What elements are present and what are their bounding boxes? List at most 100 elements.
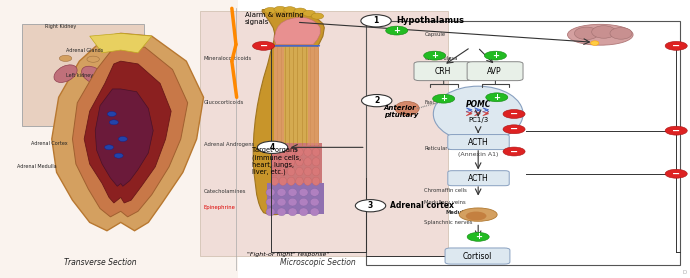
Text: Epinephrine: Epinephrine	[204, 205, 235, 210]
Ellipse shape	[287, 148, 295, 156]
Ellipse shape	[108, 111, 116, 116]
Ellipse shape	[81, 66, 105, 84]
Ellipse shape	[299, 188, 308, 196]
Polygon shape	[95, 89, 153, 186]
Text: CRH: CRH	[435, 67, 451, 76]
FancyBboxPatch shape	[22, 24, 144, 126]
Text: Fasciculata: Fasciculata	[424, 100, 453, 105]
FancyBboxPatch shape	[0, 0, 455, 278]
Text: −: −	[672, 169, 680, 179]
Text: Mineralocorticoids: Mineralocorticoids	[204, 56, 252, 61]
FancyBboxPatch shape	[267, 183, 324, 214]
Circle shape	[665, 126, 687, 135]
Text: 3: 3	[368, 201, 373, 210]
FancyBboxPatch shape	[238, 0, 690, 278]
Circle shape	[665, 41, 687, 50]
Circle shape	[253, 41, 275, 50]
Ellipse shape	[310, 208, 319, 216]
Text: Cortex: Cortex	[445, 116, 464, 121]
Ellipse shape	[114, 153, 123, 158]
Ellipse shape	[395, 101, 419, 115]
Text: Reticularis: Reticularis	[424, 146, 452, 151]
Circle shape	[424, 51, 446, 60]
Text: Adrenal Medulla: Adrenal Medulla	[17, 164, 57, 169]
Ellipse shape	[591, 41, 599, 45]
Circle shape	[433, 94, 455, 103]
Text: Anterior
pituitary: Anterior pituitary	[384, 105, 418, 118]
Text: POMC: POMC	[466, 100, 491, 109]
Ellipse shape	[296, 148, 304, 156]
Text: Cortisol: Cortisol	[463, 252, 492, 260]
Ellipse shape	[312, 177, 320, 185]
Ellipse shape	[270, 167, 279, 176]
Text: Target organs
(immune cells,
heart, lungs,
liver, etc.): Target organs (immune cells, heart, lung…	[252, 147, 301, 175]
Ellipse shape	[270, 177, 279, 185]
Ellipse shape	[288, 198, 297, 206]
Ellipse shape	[466, 212, 486, 220]
Text: +: +	[393, 26, 400, 35]
Ellipse shape	[296, 167, 304, 176]
Ellipse shape	[266, 188, 275, 196]
Text: Hypothalamus: Hypothalamus	[397, 16, 465, 25]
FancyBboxPatch shape	[200, 11, 448, 256]
FancyBboxPatch shape	[274, 47, 319, 145]
FancyBboxPatch shape	[445, 248, 510, 264]
Ellipse shape	[287, 177, 295, 185]
FancyBboxPatch shape	[271, 143, 322, 183]
Ellipse shape	[296, 177, 304, 185]
Text: Microscopic Section: Microscopic Section	[279, 258, 355, 267]
Ellipse shape	[304, 158, 312, 166]
Ellipse shape	[610, 28, 632, 39]
Ellipse shape	[105, 145, 113, 150]
Text: 1: 1	[373, 16, 379, 25]
Ellipse shape	[433, 86, 523, 142]
Ellipse shape	[266, 198, 275, 206]
Ellipse shape	[303, 10, 315, 16]
Text: −: −	[510, 124, 518, 134]
Text: Adrenal Cortex: Adrenal Cortex	[31, 141, 68, 146]
Circle shape	[386, 26, 408, 35]
Ellipse shape	[574, 27, 599, 40]
Text: +: +	[440, 94, 447, 103]
Ellipse shape	[284, 7, 296, 13]
Text: Medulla: Medulla	[445, 210, 469, 215]
Ellipse shape	[294, 8, 306, 14]
FancyBboxPatch shape	[274, 47, 284, 145]
Text: ACTH: ACTH	[468, 174, 489, 183]
Text: Adrenal Androgens: Adrenal Androgens	[204, 142, 254, 147]
Text: AVP: AVP	[487, 67, 502, 76]
Text: −: −	[510, 109, 518, 119]
Circle shape	[665, 169, 687, 178]
Circle shape	[467, 232, 489, 241]
Text: +: +	[475, 232, 482, 241]
Ellipse shape	[274, 6, 286, 13]
Ellipse shape	[304, 167, 312, 176]
Ellipse shape	[270, 158, 279, 166]
Text: Alarm & warning
signals: Alarm & warning signals	[245, 12, 304, 24]
Ellipse shape	[287, 167, 295, 176]
Ellipse shape	[264, 8, 277, 14]
Text: PC1/3: PC1/3	[468, 117, 489, 123]
Ellipse shape	[459, 208, 497, 221]
Text: Chromaffin cells: Chromaffin cells	[424, 188, 467, 193]
Text: −: −	[510, 147, 518, 157]
FancyBboxPatch shape	[308, 47, 319, 145]
Ellipse shape	[119, 136, 128, 142]
Ellipse shape	[54, 65, 77, 83]
Polygon shape	[84, 61, 171, 203]
Ellipse shape	[279, 158, 287, 166]
Polygon shape	[52, 33, 204, 231]
Circle shape	[355, 200, 386, 212]
Circle shape	[486, 93, 508, 102]
Text: "Fight-or flight" response": "Fight-or flight" response"	[247, 252, 329, 257]
Text: ACTH: ACTH	[468, 138, 489, 147]
Text: Adrenal cortex: Adrenal cortex	[390, 201, 454, 210]
Ellipse shape	[109, 120, 119, 125]
Text: Left kidney: Left kidney	[66, 73, 92, 78]
Ellipse shape	[288, 188, 297, 196]
Circle shape	[362, 95, 392, 107]
Ellipse shape	[288, 208, 297, 216]
Polygon shape	[253, 9, 324, 215]
Text: 2: 2	[374, 96, 380, 105]
Circle shape	[503, 125, 525, 134]
